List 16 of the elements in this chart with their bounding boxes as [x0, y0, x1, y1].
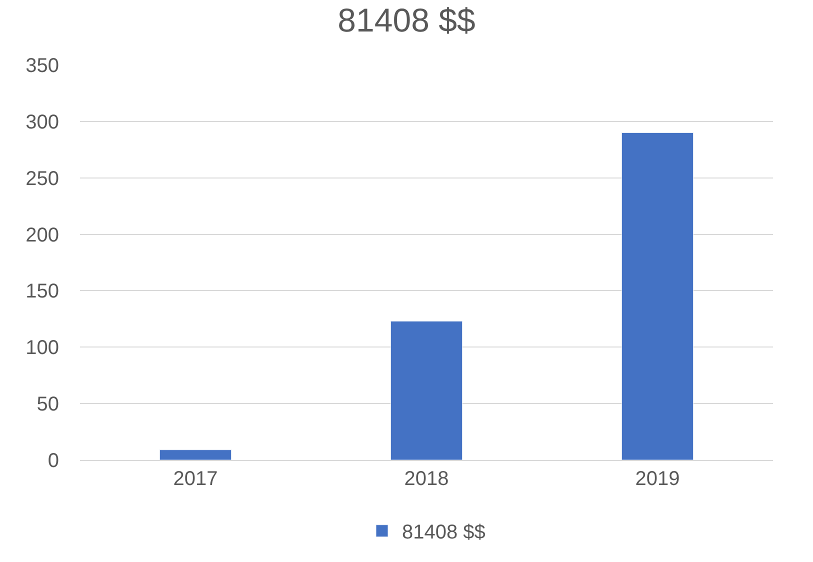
bar: [159, 450, 232, 460]
y-tick-label: 100: [26, 337, 59, 360]
x-tick-label: 2019: [635, 468, 680, 490]
y-tick-label: 200: [26, 224, 59, 246]
legend-label: 81408 $$: [402, 522, 486, 544]
y-tick-label: 250: [26, 168, 59, 190]
bar: [621, 132, 694, 460]
x-tick-label: 2017: [173, 468, 218, 490]
y-tick-label: 350: [26, 55, 59, 77]
bar: [390, 320, 463, 460]
chart-title: 81408 $$: [338, 2, 476, 39]
y-tick-label: 150: [26, 280, 59, 303]
y-tick-label: 300: [26, 111, 59, 134]
x-tick-label: 2018: [404, 468, 449, 490]
y-tick-label: 50: [36, 394, 59, 416]
y-tick-label: 0: [48, 450, 59, 472]
